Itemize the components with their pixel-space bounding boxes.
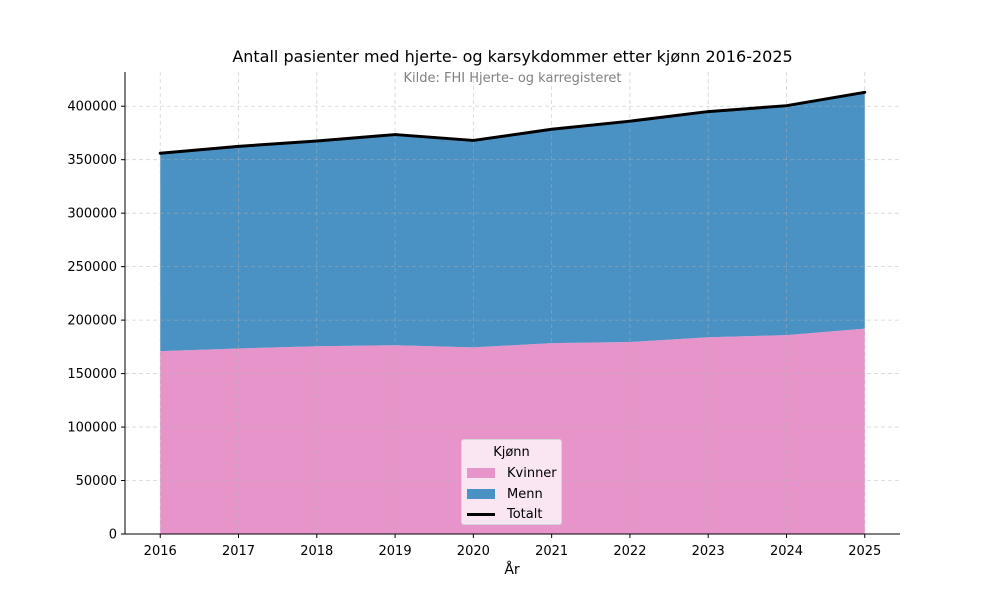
- area-menn: [160, 92, 865, 352]
- legend-item-kvinner: Kvinner: [467, 464, 557, 482]
- legend-title: Kjønn: [493, 445, 530, 460]
- x-tick-label: 2020: [457, 544, 490, 559]
- x-axis-label: År: [504, 561, 520, 578]
- legend-item-totalt: Totalt: [467, 505, 542, 523]
- x-tick-label: 2024: [770, 544, 803, 559]
- x-tick-label: 2016: [144, 544, 177, 559]
- x-tick-label: 2018: [300, 544, 333, 559]
- y-tick-label: 400000: [67, 100, 117, 115]
- y-tick-label: 150000: [67, 367, 117, 382]
- axes-layer: 0 50000 100000 150000 200000 250000 300000 3500…: [67, 72, 900, 559]
- y-tick-label: 0: [109, 528, 117, 543]
- y-tick-label: 100000: [67, 421, 117, 436]
- legend-item-menn: Menn: [467, 485, 543, 503]
- chart-subtitle: Kilde: FHI Hjerte- og karregisteret: [403, 71, 622, 86]
- y-tick-label: 200000: [67, 314, 117, 329]
- chart-title: Antall pasienter med hjerte- og karsykdo…: [232, 47, 793, 66]
- legend-line-totalt: [467, 512, 495, 516]
- line-totalt: [158, 90, 867, 155]
- grid-layer: [125, 72, 900, 535]
- x-tick-label: 2019: [379, 544, 412, 559]
- y-tick-label: 350000: [67, 153, 117, 168]
- legend-swatch-kvinner: [467, 468, 495, 478]
- y-tick-label: 250000: [67, 260, 117, 275]
- legend: Kjønn Kvinner Menn Totalt: [461, 439, 562, 525]
- legend-label-totalt: Totalt: [507, 506, 543, 522]
- area-kvinner: [160, 328, 865, 534]
- area-layer: [160, 92, 865, 534]
- x-tick-label: 2022: [613, 544, 646, 559]
- x-tick-label: 2017: [222, 544, 255, 559]
- x-tick-label: 2025: [848, 544, 881, 559]
- y-tick-label: 50000: [76, 474, 117, 489]
- x-tick-label: 2023: [692, 544, 725, 559]
- y-tick-label: 300000: [67, 207, 117, 222]
- legend-label-menn: Menn: [507, 486, 543, 502]
- x-tick-label: 2021: [535, 544, 568, 559]
- line-layer: [158, 90, 867, 155]
- legend-label-kvinner: Kvinner: [507, 465, 557, 481]
- legend-swatch-menn: [467, 489, 495, 499]
